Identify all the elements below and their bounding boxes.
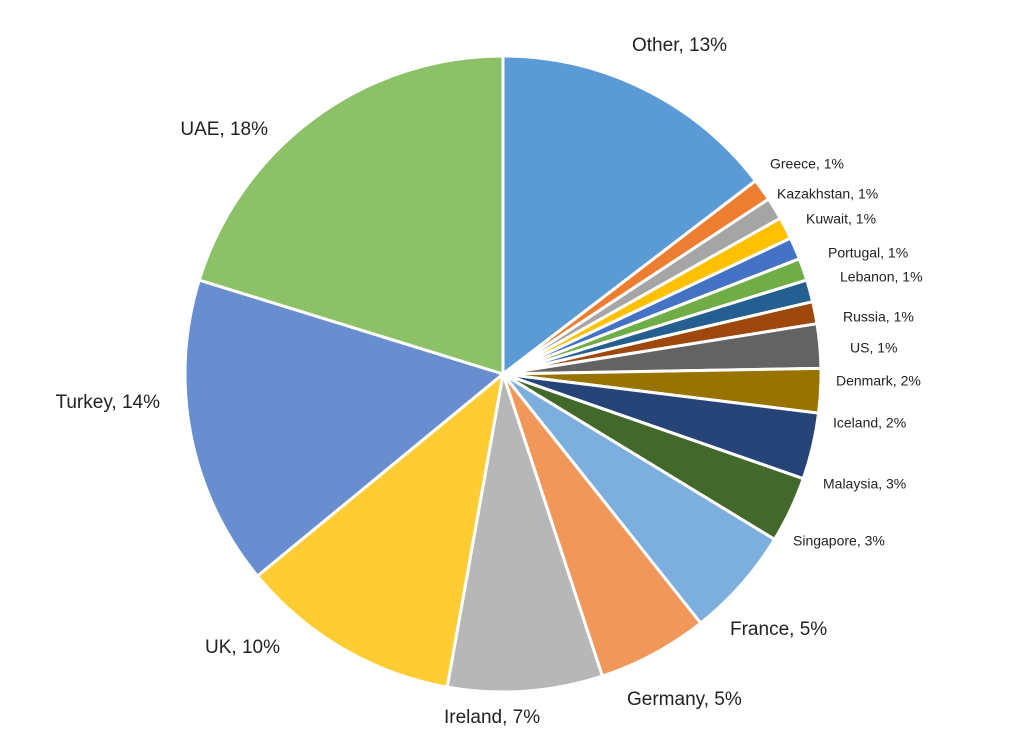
pie-slice <box>197 54 505 376</box>
data-label: UK, 10% <box>205 637 280 658</box>
data-label: Singapore, 3% <box>793 533 885 549</box>
data-label: Greece, 1% <box>770 156 844 172</box>
data-label: Kazakhstan, 1% <box>777 186 878 202</box>
data-label: Lebanon, 1% <box>840 269 923 285</box>
data-label: Ireland, 7% <box>444 707 540 728</box>
data-label: France, 5% <box>730 619 827 640</box>
data-label: Turkey, 14% <box>55 392 160 413</box>
data-label: UAE, 18% <box>180 119 268 140</box>
data-label: Russia, 1% <box>843 309 914 325</box>
data-label: Kuwait, 1% <box>806 211 876 227</box>
data-label: Germany, 5% <box>627 689 742 710</box>
data-label: Denmark, 2% <box>836 373 921 389</box>
data-label: Malaysia, 3% <box>823 476 906 492</box>
pie-slice <box>445 372 604 694</box>
data-label: Iceland, 2% <box>833 415 906 431</box>
pie-slice <box>183 278 505 578</box>
data-label: Portugal, 1% <box>828 245 908 261</box>
pie-slice <box>255 372 505 689</box>
data-label: US, 1% <box>850 340 897 356</box>
pie-slice <box>501 54 758 376</box>
data-label: Other, 13% <box>632 35 727 56</box>
